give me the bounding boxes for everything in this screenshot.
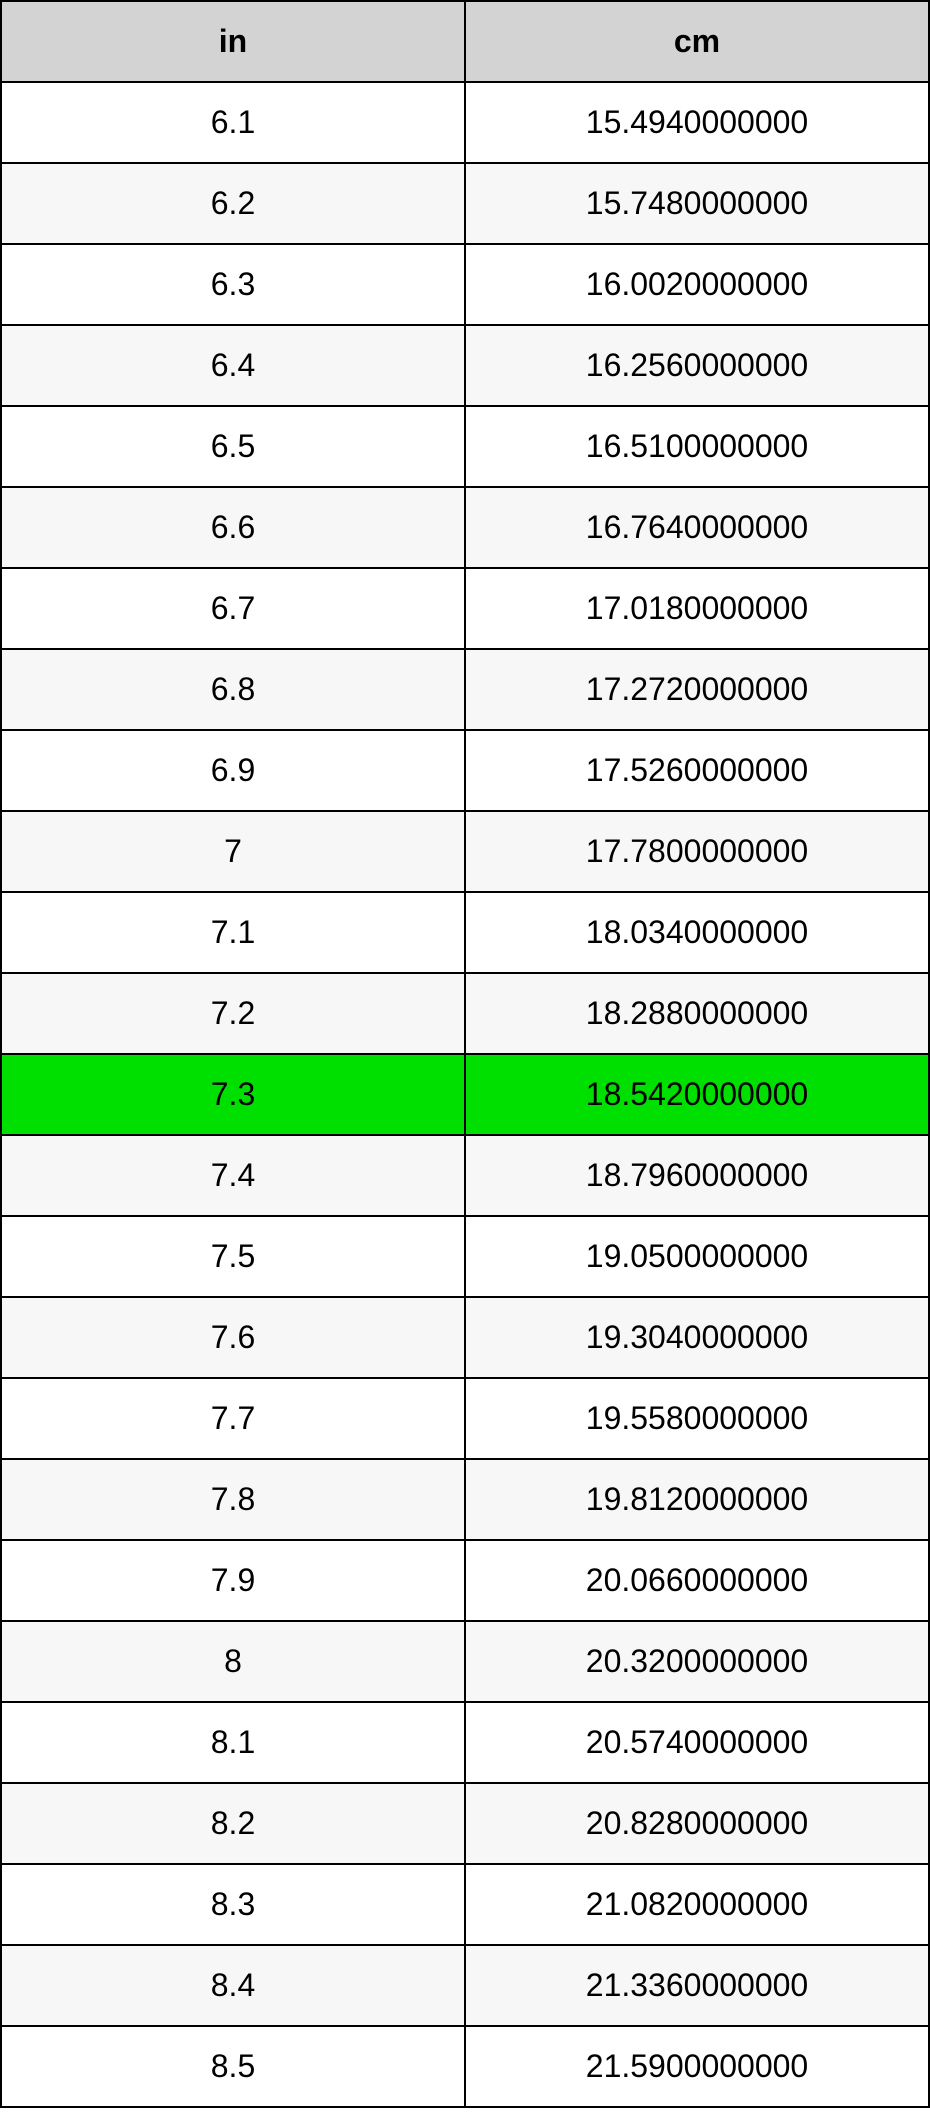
cell-in: 7.6 xyxy=(1,1297,465,1378)
table-row: 6.917.5260000000 xyxy=(1,730,929,811)
table-row: 8.321.0820000000 xyxy=(1,1864,929,1945)
cell-in: 7.9 xyxy=(1,1540,465,1621)
table-head: in cm xyxy=(1,1,929,82)
conversion-table: in cm 6.115.49400000006.215.74800000006.… xyxy=(0,0,930,2108)
conversion-table-container: in cm 6.115.49400000006.215.74800000006.… xyxy=(0,0,930,2108)
table-row: 7.519.0500000000 xyxy=(1,1216,929,1297)
cell-in: 6.9 xyxy=(1,730,465,811)
table-row: 6.215.7480000000 xyxy=(1,163,929,244)
cell-in: 7.8 xyxy=(1,1459,465,1540)
cell-cm: 16.5100000000 xyxy=(465,406,929,487)
table-row: 7.719.5580000000 xyxy=(1,1378,929,1459)
table-body: 6.115.49400000006.215.74800000006.316.00… xyxy=(1,82,929,2107)
cell-in: 6.5 xyxy=(1,406,465,487)
table-row: 6.616.7640000000 xyxy=(1,487,929,568)
cell-cm: 20.3200000000 xyxy=(465,1621,929,1702)
cell-cm: 21.0820000000 xyxy=(465,1864,929,1945)
cell-cm: 17.5260000000 xyxy=(465,730,929,811)
table-row: 8.521.5900000000 xyxy=(1,2026,929,2107)
cell-cm: 18.7960000000 xyxy=(465,1135,929,1216)
cell-cm: 17.7800000000 xyxy=(465,811,929,892)
cell-in: 8.5 xyxy=(1,2026,465,2107)
cell-in: 6.6 xyxy=(1,487,465,568)
cell-in: 7.5 xyxy=(1,1216,465,1297)
table-row: 7.619.3040000000 xyxy=(1,1297,929,1378)
cell-cm: 20.5740000000 xyxy=(465,1702,929,1783)
cell-in: 7 xyxy=(1,811,465,892)
table-row: 6.516.5100000000 xyxy=(1,406,929,487)
cell-in: 7.4 xyxy=(1,1135,465,1216)
table-row: 6.316.0020000000 xyxy=(1,244,929,325)
cell-in: 6.8 xyxy=(1,649,465,730)
cell-cm: 16.7640000000 xyxy=(465,487,929,568)
col-header-cm: cm xyxy=(465,1,929,82)
cell-in: 6.3 xyxy=(1,244,465,325)
table-row: 7.819.8120000000 xyxy=(1,1459,929,1540)
cell-in: 8.1 xyxy=(1,1702,465,1783)
table-row: 717.7800000000 xyxy=(1,811,929,892)
cell-cm: 21.3360000000 xyxy=(465,1945,929,2026)
cell-cm: 19.8120000000 xyxy=(465,1459,929,1540)
table-row: 7.318.5420000000 xyxy=(1,1054,929,1135)
cell-in: 7.7 xyxy=(1,1378,465,1459)
cell-in: 8.3 xyxy=(1,1864,465,1945)
cell-in: 6.4 xyxy=(1,325,465,406)
cell-cm: 15.7480000000 xyxy=(465,163,929,244)
cell-cm: 17.0180000000 xyxy=(465,568,929,649)
cell-in: 7.3 xyxy=(1,1054,465,1135)
table-row: 7.418.7960000000 xyxy=(1,1135,929,1216)
cell-in: 8 xyxy=(1,1621,465,1702)
cell-cm: 15.4940000000 xyxy=(465,82,929,163)
cell-cm: 20.8280000000 xyxy=(465,1783,929,1864)
cell-in: 6.1 xyxy=(1,82,465,163)
table-row: 7.218.2880000000 xyxy=(1,973,929,1054)
cell-cm: 18.0340000000 xyxy=(465,892,929,973)
table-row: 7.118.0340000000 xyxy=(1,892,929,973)
table-row: 6.817.2720000000 xyxy=(1,649,929,730)
table-row: 8.120.5740000000 xyxy=(1,1702,929,1783)
cell-cm: 16.2560000000 xyxy=(465,325,929,406)
cell-cm: 18.2880000000 xyxy=(465,973,929,1054)
cell-in: 7.1 xyxy=(1,892,465,973)
header-row: in cm xyxy=(1,1,929,82)
cell-in: 6.2 xyxy=(1,163,465,244)
cell-cm: 18.5420000000 xyxy=(465,1054,929,1135)
cell-in: 8.2 xyxy=(1,1783,465,1864)
table-row: 6.416.2560000000 xyxy=(1,325,929,406)
table-row: 6.115.4940000000 xyxy=(1,82,929,163)
table-row: 8.220.8280000000 xyxy=(1,1783,929,1864)
cell-cm: 19.3040000000 xyxy=(465,1297,929,1378)
cell-cm: 21.5900000000 xyxy=(465,2026,929,2107)
table-row: 7.920.0660000000 xyxy=(1,1540,929,1621)
cell-cm: 16.0020000000 xyxy=(465,244,929,325)
col-header-in: in xyxy=(1,1,465,82)
cell-cm: 19.5580000000 xyxy=(465,1378,929,1459)
table-row: 6.717.0180000000 xyxy=(1,568,929,649)
table-row: 8.421.3360000000 xyxy=(1,1945,929,2026)
cell-in: 8.4 xyxy=(1,1945,465,2026)
table-row: 820.3200000000 xyxy=(1,1621,929,1702)
cell-in: 6.7 xyxy=(1,568,465,649)
cell-in: 7.2 xyxy=(1,973,465,1054)
cell-cm: 19.0500000000 xyxy=(465,1216,929,1297)
cell-cm: 17.2720000000 xyxy=(465,649,929,730)
cell-cm: 20.0660000000 xyxy=(465,1540,929,1621)
